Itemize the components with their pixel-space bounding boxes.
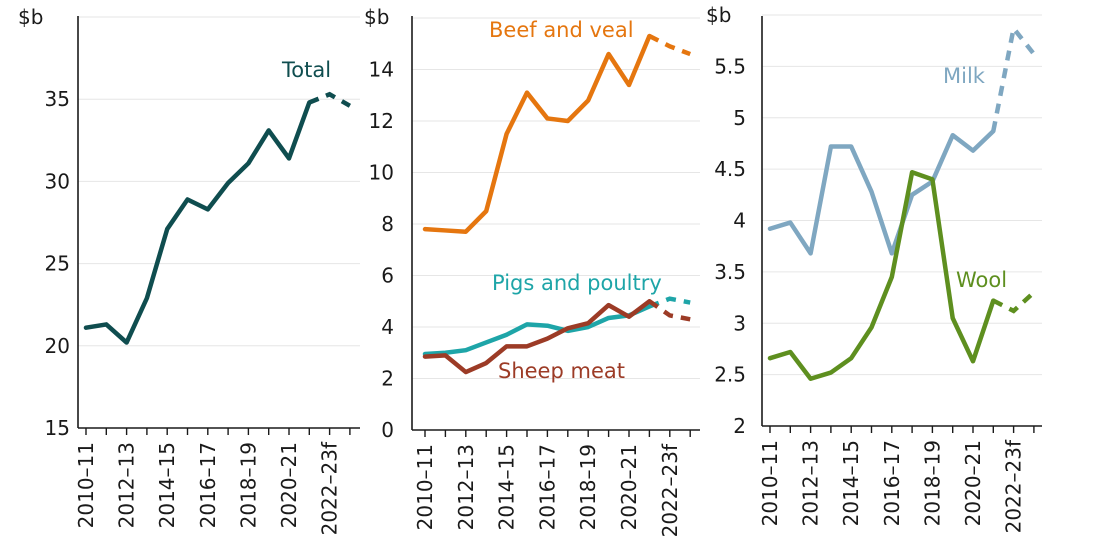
- x-tick-label: 2012–13: [115, 442, 139, 528]
- x-tick-label: 2012–13: [454, 444, 478, 530]
- x-tick-label: 2022–23f: [658, 443, 682, 537]
- series-forecast-sheep-meat: [648, 299, 691, 322]
- series-label-total: Total: [281, 58, 331, 82]
- series-forecast-beef-and-veal: [648, 34, 691, 57]
- x-tick-label: 2010–11: [413, 444, 437, 530]
- y-tick-label: 3: [733, 311, 746, 335]
- series-label-wool: Wool: [956, 268, 1007, 292]
- series-line-beef-and-veal: [422, 33, 652, 234]
- y-tick-label: 4.5: [714, 157, 746, 181]
- series-line-wool: [767, 169, 996, 381]
- y-tick-label: 3.5: [714, 260, 746, 284]
- series-line-sheep-meat: [422, 299, 652, 375]
- panel-meat: 0 2 4 6 8 10 12 14 $b 2010–11 2012–13 2014–15 2016…: [364, 5, 700, 537]
- y-tick-label: 30: [45, 169, 70, 193]
- y-tick-label: 5: [733, 106, 746, 130]
- x-tick-label: 2014–15: [839, 440, 863, 526]
- panel-milk-wool: 2 2.5 3 3.5 4 4.5 5 5.5 $b 2010–11 2012–13 2014–1…: [706, 3, 1042, 533]
- x-tick-label: 2016–17: [196, 442, 220, 528]
- y-tick-label: 10: [369, 161, 394, 185]
- series-line-milk: [767, 128, 996, 256]
- y-tick-label: 25: [45, 252, 70, 276]
- series-line-total: [83, 100, 312, 345]
- series-label-sheep-meat: Sheep meat: [498, 359, 625, 383]
- series-forecast-wool: [992, 290, 1036, 314]
- x-tick-label: 2014–15: [495, 444, 519, 530]
- y-tick-label: 2.5: [714, 363, 746, 387]
- y-tick-label: 0: [381, 418, 394, 442]
- x-tick-label: 2022–23f: [318, 441, 342, 535]
- x-tick-label: 2010–11: [74, 442, 98, 528]
- x-tick-label: 2020–21: [961, 440, 985, 526]
- x-tick-label: 2020–21: [277, 442, 301, 528]
- panel-total: 15 20 25 30 35 $b 2010–11 2012–13 2014–15 2016–…: [18, 5, 360, 535]
- y-tick-label: 35: [45, 87, 70, 111]
- x-tick-label: 2016–17: [535, 444, 559, 530]
- x-tick-label: 2020–21: [617, 444, 641, 530]
- x-tick-label: 2016–17: [880, 440, 904, 526]
- x-tick-label: 2012–13: [799, 440, 823, 526]
- y-tick-label: 5.5: [714, 54, 746, 78]
- x-tick-label: 2010–11: [758, 440, 782, 526]
- y-tick-label: 6: [381, 264, 394, 288]
- y-tick-label: 4: [381, 315, 394, 339]
- x-tick-label: 2014–15: [155, 442, 179, 528]
- unit-label: $b: [364, 5, 389, 29]
- y-tick-label: 14: [369, 58, 394, 82]
- y-tick-label: 2: [733, 414, 746, 438]
- series-forecast-total: [308, 91, 352, 108]
- x-tick-label: 2018–19: [920, 440, 944, 526]
- y-tick-label: 20: [45, 334, 70, 358]
- y-tick-label: 8: [381, 212, 394, 236]
- series-forecast-milk: [991, 23, 1036, 132]
- series-line-pigs-and-poultry: [422, 304, 652, 357]
- series-label-beef-and-veal: Beef and veal: [489, 18, 634, 42]
- y-tick-label: 15: [45, 416, 70, 440]
- series-label-milk: Milk: [943, 64, 986, 88]
- y-tick-label: 12: [369, 109, 394, 133]
- series-label-pigs-and-poultry: Pigs and poultry: [492, 271, 662, 295]
- y-tick-label: 2: [381, 367, 394, 391]
- x-tick-label: 2018–19: [236, 442, 260, 528]
- unit-label: $b: [18, 5, 43, 29]
- y-tick-label: 4: [733, 209, 746, 233]
- x-tick-label: 2018–19: [576, 444, 600, 530]
- unit-label: $b: [706, 3, 731, 27]
- x-tick-label: 2022–23f: [1002, 439, 1026, 533]
